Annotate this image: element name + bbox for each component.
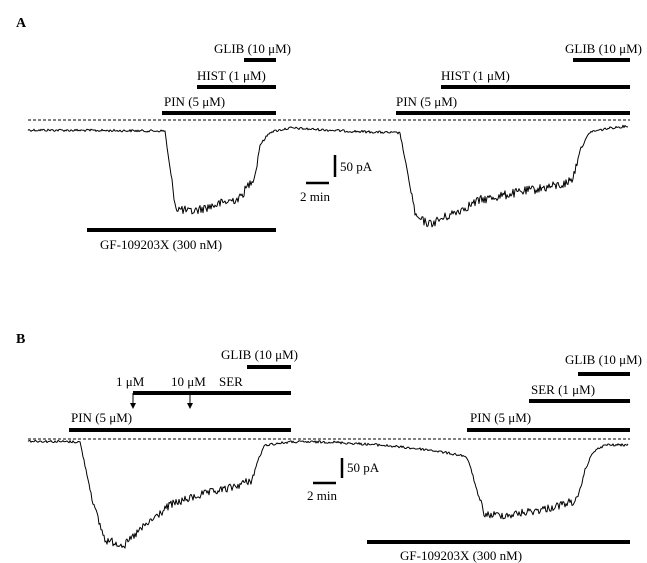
panel-b-ser-bar-2 (529, 399, 630, 403)
panel-b-ser-bar-1 (133, 391, 291, 395)
panel-b-pin-label-2: PIN (5 μM) (470, 410, 531, 425)
panel-a-time-scale-label: 2 min (300, 189, 330, 204)
panel-b-glib-label-1: GLIB (10 μM) (221, 347, 298, 362)
panel-b-pin-label-1: PIN (5 μM) (71, 410, 132, 425)
panel-a-glib-label-1: GLIB (10 μM) (214, 41, 291, 56)
panel-b-ser-1um-label: 1 μM (116, 374, 145, 389)
panel-a-letter: A (16, 16, 27, 31)
panel-a-gf-bar (87, 228, 276, 232)
panel-b-pin-bar-2 (467, 428, 630, 432)
panel-a-glib-label-2: GLIB (10 μM) (565, 41, 642, 56)
panel-a-glib-bar-1 (244, 58, 276, 62)
panel-a-pin-label-1: PIN (5 μM) (164, 94, 225, 109)
panel-b-current-trace (27, 439, 629, 549)
panel-b-current-scale-label: 50 pA (347, 460, 380, 475)
panel-b-ser-10um-label: 10 μM (171, 374, 206, 389)
panel-b-time-scale-label: 2 min (307, 488, 337, 503)
panel-a-glib-bar-2 (573, 58, 630, 62)
panel-b: B GLIB (10 μM) 1 μM 10 μM SER PIN (5 μM)… (16, 332, 642, 563)
panel-b-glib-label-2: GLIB (10 μM) (565, 352, 642, 367)
panel-b-gf-label: GF-109203X (300 nM) (400, 548, 522, 563)
panel-a-gf-label: GF-109203X (300 nM) (100, 237, 222, 252)
panel-a: A GLIB (10 μM) HIST (1 μM) PIN (5 μM) GL… (16, 16, 642, 252)
panel-a-pin-bar-2 (396, 111, 630, 115)
panel-b-arrow-10um (187, 393, 193, 409)
panel-a-hist-bar-1 (197, 85, 276, 89)
panel-a-current-trace (27, 124, 629, 228)
panel-b-glib-bar-1 (247, 365, 291, 369)
panel-a-hist-label-2: HIST (1 μM) (441, 68, 510, 83)
panel-b-gf-bar (367, 540, 630, 544)
panel-a-pin-bar-1 (162, 111, 276, 115)
panel-b-glib-bar-2 (578, 372, 630, 376)
panel-b-pin-bar-1 (69, 428, 291, 432)
panel-b-letter: B (16, 332, 25, 347)
panel-a-current-scale-label: 50 pA (340, 159, 373, 174)
panel-a-hist-bar-2 (441, 85, 630, 89)
panel-b-ser-label-2: SER (1 μM) (531, 382, 595, 397)
panel-a-hist-label-1: HIST (1 μM) (197, 68, 266, 83)
panel-b-ser-label: SER (219, 374, 243, 389)
panel-b-arrow-1um (130, 393, 136, 409)
panel-a-pin-label-2: PIN (5 μM) (396, 94, 457, 109)
